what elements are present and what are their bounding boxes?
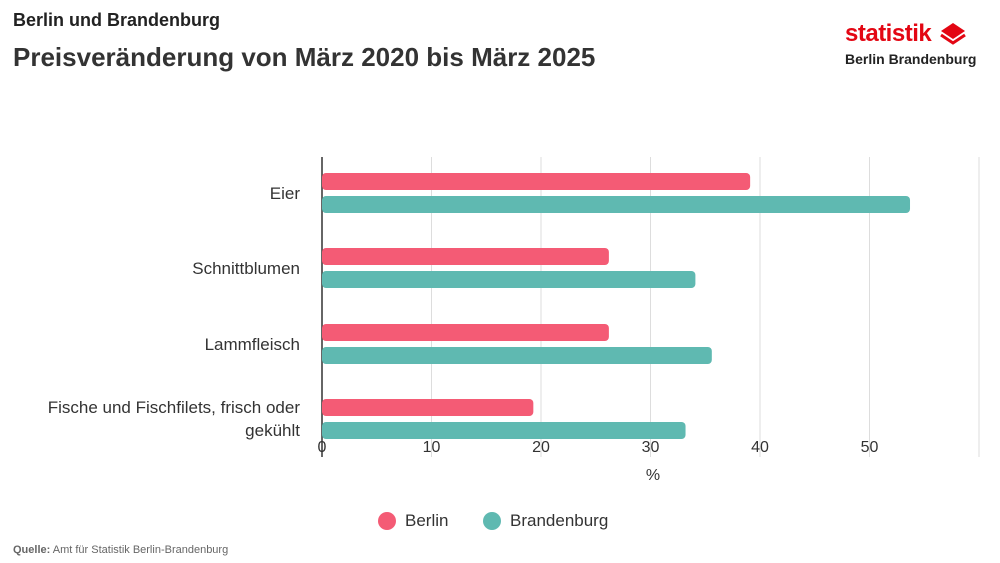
category-label: Lammfleisch bbox=[205, 335, 300, 354]
category-label: Fische und Fischfilets, frisch oder geküh… bbox=[48, 398, 301, 440]
bar-berlin-3[interactable] bbox=[322, 399, 534, 416]
logo-wordmark: statistik bbox=[845, 20, 932, 47]
x-tick-label: 40 bbox=[751, 439, 769, 456]
category-label: Schnittblumen bbox=[192, 259, 300, 278]
source-note: Quelle: Amt für Statistik Berlin-Branden… bbox=[13, 544, 228, 556]
legend-swatch-berlin bbox=[378, 512, 396, 530]
chart-supertitle: Berlin und Brandenburg bbox=[13, 10, 220, 30]
legend-item-berlin[interactable]: Berlin bbox=[378, 511, 448, 531]
legend-label-berlin: Berlin bbox=[405, 511, 449, 530]
statistik-logo[interactable]: statistik Berlin Brandenburg bbox=[845, 20, 977, 70]
bar-brandenburg-1[interactable] bbox=[322, 271, 696, 288]
diamond-stack-icon bbox=[940, 23, 966, 45]
bar-chart: Eier Schnittblumen Lammfleisch Fische und F… bbox=[48, 157, 980, 484]
x-tick-label: 0 bbox=[318, 439, 327, 456]
bar-brandenburg-2[interactable] bbox=[322, 347, 712, 364]
bar-berlin-1[interactable] bbox=[322, 248, 609, 265]
bar-brandenburg-3[interactable] bbox=[322, 422, 686, 439]
source-label: Quelle: bbox=[13, 544, 51, 556]
bar-berlin-2[interactable] bbox=[322, 324, 609, 341]
x-tick-label: 30 bbox=[642, 439, 660, 456]
chart-legend: Berlin Brandenburg bbox=[0, 511, 1000, 535]
bar-brandenburg-0[interactable] bbox=[322, 196, 911, 213]
chart-title: Preisveränderung von März 2020 bis März … bbox=[13, 42, 596, 72]
category-label: Eier bbox=[270, 184, 301, 203]
x-axis-title: % bbox=[646, 467, 660, 484]
legend-label-brandenburg: Brandenburg bbox=[510, 511, 609, 530]
x-tick-label: 10 bbox=[423, 439, 441, 456]
bar-berlin-0[interactable] bbox=[322, 173, 751, 190]
source-text: Amt für Statistik Berlin-Brandenburg bbox=[50, 544, 229, 556]
legend-swatch-brandenburg bbox=[483, 512, 501, 530]
legend-item-brandenburg[interactable]: Brandenburg bbox=[483, 511, 608, 531]
x-tick-label: 50 bbox=[861, 439, 879, 456]
x-tick-label: 20 bbox=[532, 439, 550, 456]
logo-subtitle: Berlin Brandenburg bbox=[845, 51, 977, 67]
